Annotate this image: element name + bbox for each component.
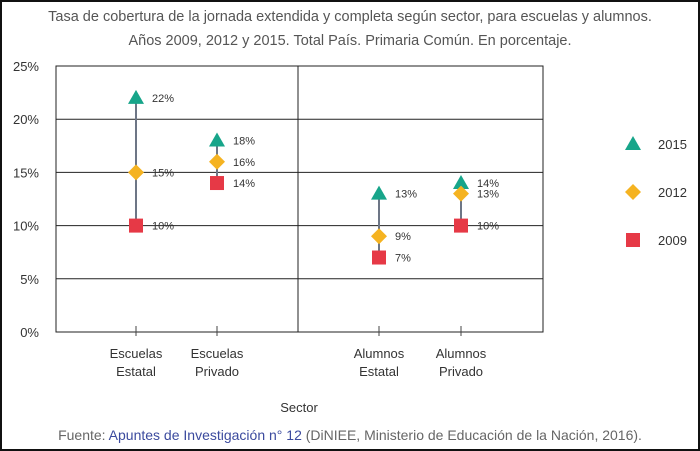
y-tick-label: 25% xyxy=(13,59,39,74)
x-tick-label: Estatal xyxy=(116,364,156,379)
point-2012 xyxy=(453,185,469,202)
plot-border xyxy=(55,65,544,333)
legend-label: 2012 xyxy=(658,185,687,200)
y-tick-label: 20% xyxy=(13,112,39,127)
data-label: 14% xyxy=(477,178,499,190)
y-tick-label: 15% xyxy=(13,165,39,180)
point-2009 xyxy=(129,218,143,233)
point-2015 xyxy=(453,175,469,190)
data-label: 7% xyxy=(395,253,411,265)
data-label: 15% xyxy=(152,167,174,179)
legend-label: 2009 xyxy=(658,233,687,248)
point-2009 xyxy=(454,218,468,233)
chart-title: Tasa de cobertura de la jornada extendid… xyxy=(48,9,652,25)
point-2015 xyxy=(128,89,144,104)
legend-marker-2009 xyxy=(626,233,640,247)
data-label: 13% xyxy=(477,189,499,201)
point-2012 xyxy=(371,228,387,245)
data-label: 16% xyxy=(233,157,255,169)
point-2009 xyxy=(372,250,386,265)
data-label: 9% xyxy=(395,231,411,243)
point-2012 xyxy=(209,153,225,170)
x-tick-label: Privado xyxy=(195,364,239,379)
data-label: 14% xyxy=(233,178,255,190)
source-link[interactable]: Apuntes de Investigación n° 12 xyxy=(108,427,302,443)
x-axis-label: Sector xyxy=(280,400,318,415)
point-2012 xyxy=(128,164,144,181)
y-tick-label: 5% xyxy=(20,272,39,287)
point-2015 xyxy=(371,185,387,200)
x-tick-label: Estatal xyxy=(359,364,399,379)
legend-marker-2015 xyxy=(625,136,641,150)
source-suffix: (DiNIEE, Ministerio de Educación de la N… xyxy=(301,427,642,443)
data-label: 22% xyxy=(152,93,174,105)
point-2009 xyxy=(210,176,224,191)
chart-subtitle: Años 2009, 2012 y 2015. Total País. Prim… xyxy=(128,33,572,49)
y-tick-label: 10% xyxy=(13,219,39,234)
source-note: Fuente: Apuntes de Investigación n° 12 (… xyxy=(2,427,698,443)
x-tick-label: Escuelas xyxy=(110,346,163,361)
data-label: 13% xyxy=(395,189,417,201)
data-label: 18% xyxy=(233,135,255,147)
x-tick-label: Privado xyxy=(439,364,483,379)
legend-marker-2012 xyxy=(625,184,641,200)
source-prefix: Fuente: xyxy=(58,427,109,443)
data-label: 10% xyxy=(152,221,174,233)
x-tick-label: Escuelas xyxy=(191,346,244,361)
legend-label: 2015 xyxy=(658,137,687,152)
x-tick-label: Alumnos xyxy=(436,346,487,361)
point-2015 xyxy=(209,132,225,147)
data-label: 10% xyxy=(477,221,499,233)
y-tick-label: 0% xyxy=(20,325,39,340)
x-tick-label: Alumnos xyxy=(354,346,405,361)
